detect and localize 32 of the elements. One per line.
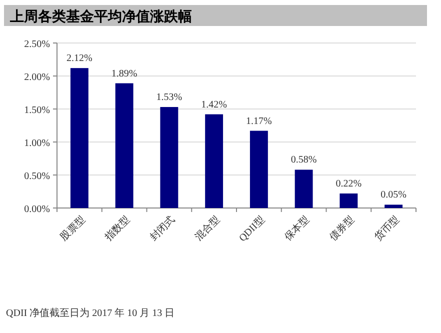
data-label: 2.12% — [66, 53, 92, 64]
bar — [340, 193, 358, 208]
x-tick-label: 指数型 — [102, 214, 132, 244]
title: 上周各类基金平均净值涨跌幅 — [4, 5, 427, 26]
bar — [250, 130, 268, 208]
data-label: 0.22% — [336, 178, 362, 190]
data-label: 1.53% — [156, 92, 182, 104]
x-tick-label: 保本型 — [282, 214, 312, 244]
bar — [294, 170, 313, 208]
y-tick-label: 2.50% — [24, 39, 50, 50]
x-tick-label: 货币型 — [372, 214, 402, 244]
text: QDII 净值截至日为 2017 年 10 月 13 日 — [6, 307, 175, 319]
x-tick-label: 股票型 — [58, 214, 88, 244]
bar — [70, 68, 88, 208]
y-tick-label: 2.00% — [24, 72, 50, 83]
bar — [384, 204, 403, 208]
x-tick-label: 混合型 — [192, 214, 222, 244]
chart-title: 上周各类基金平均净值涨跌幅 — [9, 8, 192, 24]
x-tick-label: 封闭式 — [148, 214, 178, 244]
data-label: 0.05% — [380, 190, 406, 201]
bar — [205, 114, 224, 208]
y-tick-label: 1.00% — [24, 138, 50, 149]
x-tick-label: 债券型 — [327, 214, 357, 244]
bar — [115, 83, 134, 208]
data-label: 0.58% — [290, 154, 317, 166]
data-label: 1.17% — [246, 116, 272, 127]
y-tick-label: 1.50% — [24, 105, 50, 116]
bar — [160, 107, 178, 208]
y-tick-label: 0.00% — [24, 204, 50, 215]
data-label: 1.89% — [111, 68, 138, 80]
y-tick-label: 0.50% — [24, 171, 50, 182]
data-label: 1.42% — [201, 99, 227, 110]
